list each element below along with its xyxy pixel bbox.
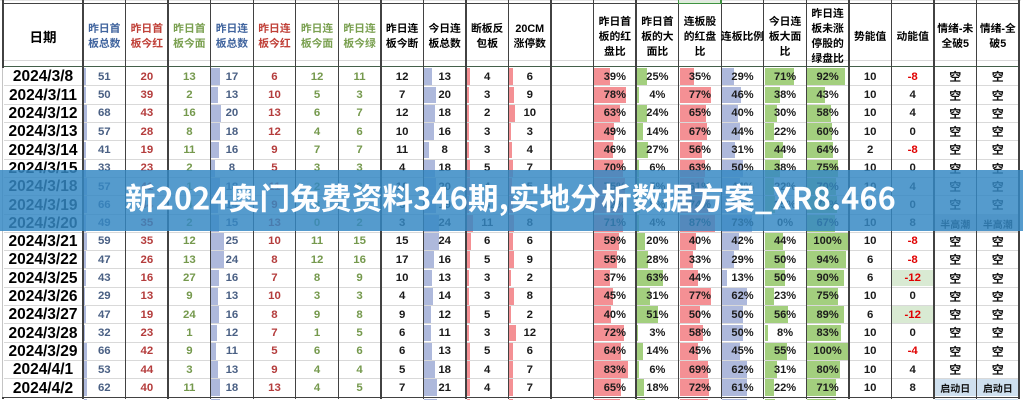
svg-text:新2024奥门兔费资料346期,实地分析数据方案_XR8.4: 新2024奥门兔费资料346期,实地分析数据方案_XR8.466 xyxy=(125,175,896,219)
